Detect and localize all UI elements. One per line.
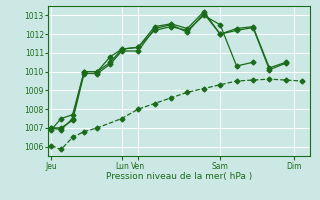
X-axis label: Pression niveau de la mer( hPa ): Pression niveau de la mer( hPa ) (106, 172, 252, 181)
